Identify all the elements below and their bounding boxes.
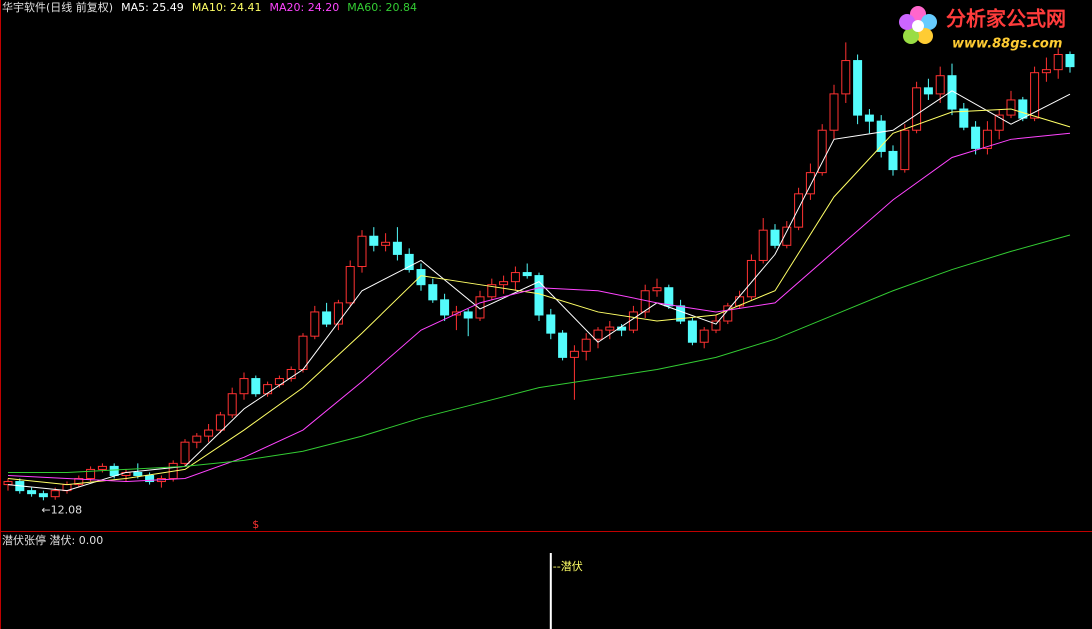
- legend-entry: MA5: 25.49: [121, 1, 184, 14]
- candle-body: [605, 326, 615, 331]
- candle-body: [145, 474, 155, 483]
- candle-body: [770, 229, 780, 246]
- signal-label: --潜伏: [553, 559, 583, 573]
- candle-body: [180, 441, 190, 464]
- candle-body: [345, 266, 355, 304]
- candle-body: [392, 241, 402, 255]
- candle-body: [546, 314, 556, 334]
- candle-body: [510, 272, 520, 283]
- candle-body: [794, 193, 804, 228]
- candle-body: [227, 393, 237, 416]
- candle-body: [935, 75, 945, 95]
- candle-body: [310, 311, 320, 337]
- candle-body: [888, 150, 898, 171]
- candle-body: [947, 75, 957, 110]
- price-panel: [3, 42, 1075, 501]
- candle-body: [38, 493, 48, 498]
- candle-body: [723, 305, 733, 322]
- candle-body: [133, 471, 143, 476]
- ma-line: [7, 132, 1071, 483]
- candle-body: [829, 93, 839, 131]
- candle-body: [322, 311, 332, 325]
- candle-body: [959, 108, 969, 128]
- candle-body: [746, 259, 756, 298]
- candle-body: [1053, 54, 1063, 71]
- candle-body: [357, 235, 367, 268]
- candle-body: [581, 338, 591, 352]
- candle-body: [841, 60, 851, 95]
- candle-body: [699, 329, 709, 343]
- candle-body: [286, 368, 296, 380]
- candle-body: [782, 226, 792, 246]
- candle-body: [1018, 99, 1028, 119]
- candle-body: [711, 320, 721, 331]
- candle-body: [204, 429, 214, 437]
- legend-entry: MA60: 20.84: [347, 1, 417, 14]
- candle-body: [593, 329, 603, 340]
- chart-title: 华宇软件(日线 前复权): [2, 0, 113, 14]
- candle-body: [404, 253, 414, 271]
- candle-body: [333, 302, 343, 325]
- candle-body: [215, 414, 225, 431]
- candle-body: [1030, 72, 1040, 119]
- logo-url: www.88gs.com: [952, 37, 1062, 52]
- signal-marker: $: [252, 518, 259, 531]
- candle-body: [876, 120, 886, 152]
- candle-body: [416, 269, 426, 286]
- candle-body: [676, 305, 686, 322]
- candle-body: [817, 129, 827, 174]
- candle-body: [239, 378, 249, 395]
- logo: 分析家公式网 www.88gs.com: [899, 6, 1066, 52]
- candle-body: [853, 60, 863, 116]
- candle-body: [805, 172, 815, 195]
- candle-body: [664, 287, 674, 307]
- candle-body: [428, 284, 438, 301]
- ma-line: [7, 108, 1071, 486]
- logo-name: 分析家公式网: [946, 7, 1066, 31]
- candle-body: [192, 435, 202, 443]
- candle-body: [86, 468, 96, 480]
- candle-body: [652, 287, 662, 292]
- candle-body: [1041, 69, 1051, 74]
- ma-line: [8, 234, 1071, 473]
- legend-entry: MA10: 24.41: [192, 1, 262, 14]
- candle-body: [994, 114, 1004, 131]
- candle-body: [50, 490, 60, 498]
- candle-body: [971, 126, 981, 149]
- candle-body: [251, 378, 261, 395]
- candle-body: [758, 229, 768, 261]
- legend-entry: MA20: 24.20: [270, 1, 340, 14]
- candle-body: [274, 378, 284, 386]
- candle-body: [369, 235, 379, 246]
- candle-body: [1006, 99, 1016, 116]
- candle-body: [900, 129, 910, 171]
- candle-body: [923, 87, 933, 95]
- candle-body: [499, 281, 509, 286]
- candle-body: [912, 87, 922, 131]
- candle-body: [522, 272, 532, 277]
- candle-body: [687, 320, 697, 343]
- candle-body: [569, 350, 579, 358]
- candle-body: [558, 332, 568, 358]
- candle-body: [864, 114, 874, 122]
- candle-body: [440, 299, 450, 316]
- candle-body: [463, 311, 473, 319]
- candle-body: [74, 478, 84, 486]
- candle-body: [982, 129, 992, 149]
- candle-body: [298, 335, 308, 370]
- candle-body: [487, 284, 497, 298]
- candle-body: [109, 465, 119, 476]
- candle-body: [3, 481, 13, 486]
- indicator-title: 潜伏张停 潜伏: 0.00: [2, 533, 103, 547]
- candle-body: [381, 241, 391, 246]
- candle-body: [97, 465, 107, 470]
- candle-body: [27, 490, 37, 495]
- candle-body: [1065, 54, 1075, 68]
- candle-body: [263, 384, 273, 395]
- low-annotation: ←12.08: [41, 503, 82, 516]
